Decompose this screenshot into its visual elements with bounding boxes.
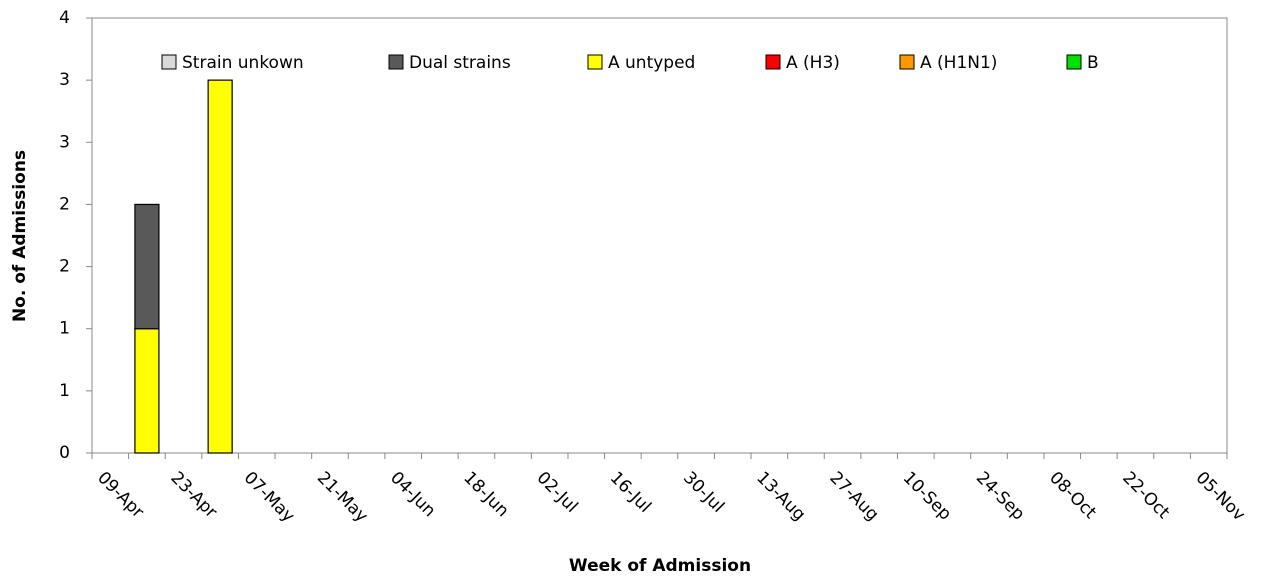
x-tick-label: 18-Jun (459, 468, 512, 521)
x-tick-label: 13-Aug (752, 468, 809, 525)
bar-segment (207, 79, 233, 454)
x-tick-label: 09-Apr (93, 468, 147, 522)
legend-label: A untyped (608, 53, 695, 73)
x-tick-label: 04-Jun (386, 468, 439, 521)
x-tick-label: 22-Oct (1118, 468, 1173, 523)
x-tick-label: 08-Oct (1045, 468, 1100, 523)
legend-label: A (H3) (786, 53, 840, 73)
legend-label: B (1087, 53, 1099, 73)
y-tick-label: 0 (59, 443, 70, 463)
plot-area (91, 17, 1228, 454)
x-tick-label: 21-May (313, 468, 372, 527)
y-tick-label: 2 (59, 257, 70, 277)
y-tick-label: 1 (59, 319, 70, 339)
legend-swatch (765, 54, 781, 70)
y-tick-label: 3 (59, 132, 70, 152)
x-tick-label: 05-Nov (1192, 468, 1249, 525)
x-axis-title: Week of Admission (569, 556, 751, 576)
y-axis-title: No. of Admissions (10, 150, 30, 322)
legend-swatch (587, 54, 603, 70)
legend-label: Strain unkown (182, 53, 304, 73)
x-tick-label: 27-Aug (825, 468, 882, 525)
legend-swatch (388, 54, 404, 70)
legend-swatch (1066, 54, 1082, 70)
legend-label: A (H1N1) (920, 53, 997, 73)
y-tick-label: 2 (59, 194, 70, 214)
legend-swatch (161, 54, 177, 70)
x-tick-label: 30-Jul (679, 468, 728, 517)
y-tick-label: 4 (59, 8, 70, 28)
x-tick-label: 02-Jul (533, 468, 582, 517)
bar-segment (134, 203, 160, 330)
y-tick-label: 3 (59, 70, 70, 90)
legend-swatch (899, 54, 915, 70)
x-tick-label: 23-Apr (166, 468, 220, 522)
x-tick-label: 07-May (240, 468, 299, 527)
x-tick-label: 24-Sep (972, 468, 1028, 524)
legend-label: Dual strains (409, 53, 511, 73)
bar-segment (134, 328, 160, 454)
x-tick-label: 10-Sep (899, 468, 955, 524)
y-tick-label: 1 (59, 381, 70, 401)
x-tick-label: 16-Jul (606, 468, 655, 517)
